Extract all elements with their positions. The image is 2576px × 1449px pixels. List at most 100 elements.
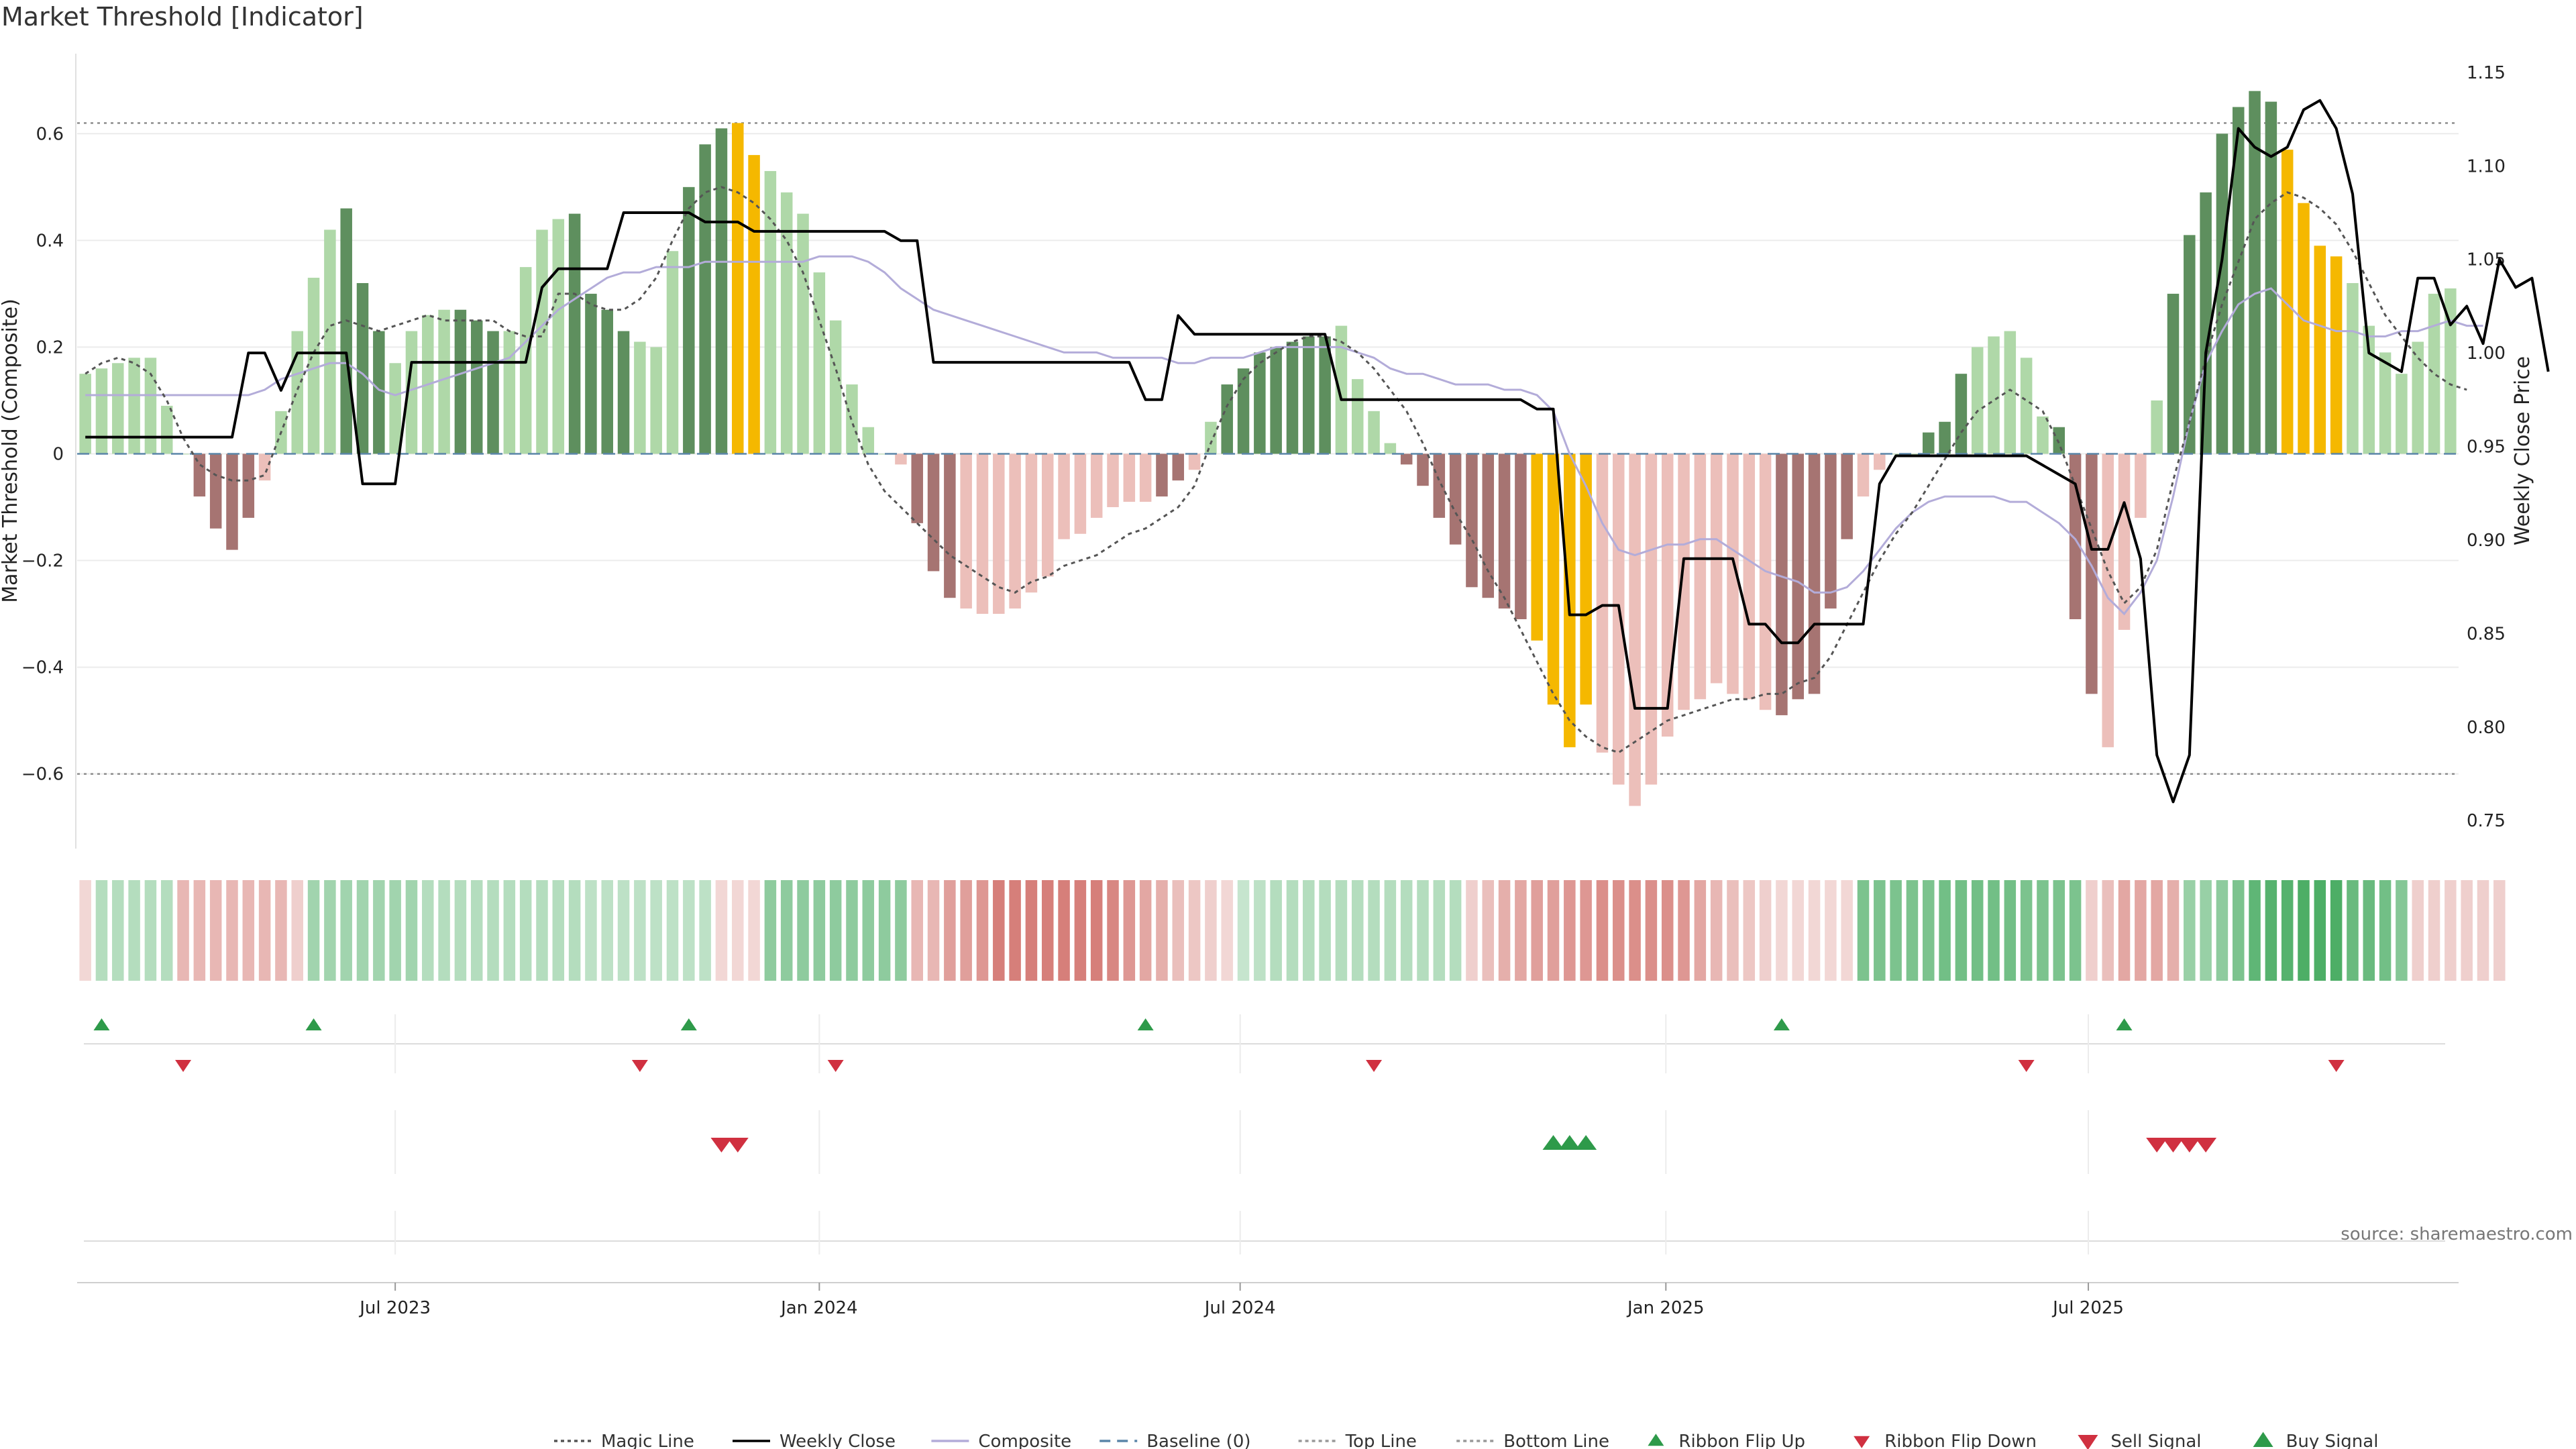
- ribbon-cell: [536, 880, 548, 981]
- legend-label: Bottom Line: [1503, 1432, 1609, 1449]
- composite-bar: [2037, 416, 2049, 454]
- ribbon-cell: [552, 880, 565, 981]
- composite-bar: [2298, 203, 2310, 454]
- composite-bar: [536, 229, 548, 454]
- ribbon-flip-up-marker: [1137, 1018, 1154, 1030]
- composite-bar: [160, 405, 173, 454]
- composite-bar: [1107, 453, 1119, 508]
- ribbon-flip-up-marker: [680, 1018, 697, 1030]
- composite-bar: [1172, 453, 1185, 481]
- ribbon-cell: [813, 880, 826, 981]
- ribbon-cell: [650, 880, 662, 981]
- ribbon-flip-up-marker: [305, 1018, 322, 1030]
- composite-bar: [666, 251, 679, 454]
- composite-bar: [177, 453, 189, 455]
- ribbon-cell: [177, 880, 189, 981]
- ribbon-cell: [780, 880, 793, 981]
- legend-label: Buy Signal: [2286, 1432, 2379, 1449]
- composite-bar: [144, 358, 157, 454]
- legend-swatch-marker: [1648, 1434, 1664, 1446]
- ribbon-flip-up-marker: [2116, 1018, 2133, 1030]
- ribbon-cell: [373, 880, 385, 981]
- ribbon-cell: [927, 880, 940, 981]
- weekly-close-line: [85, 99, 2550, 804]
- composite-bar: [1955, 374, 1968, 454]
- ribbon-cell: [1156, 880, 1168, 981]
- ribbon-cell: [2461, 880, 2473, 981]
- composite-bar: [1090, 453, 1103, 518]
- ribbon-cell: [2232, 880, 2245, 981]
- ribbon-cell: [1515, 880, 1527, 981]
- ribbon-cell: [895, 880, 907, 981]
- ribbon-cell: [585, 880, 597, 981]
- composite-bar: [2184, 235, 2196, 454]
- composite-bar: [2020, 358, 2033, 454]
- ribbon-flip-up-marker: [1773, 1018, 1790, 1030]
- y-tick-label: 0: [52, 444, 64, 464]
- ribbon-cell: [1629, 880, 1641, 981]
- ribbon-cell: [2020, 880, 2033, 981]
- composite-bar: [503, 331, 516, 454]
- composite-bar: [1678, 453, 1690, 710]
- composite-bar: [226, 453, 238, 550]
- ribbon-cell: [2445, 880, 2457, 981]
- ribbon-cell: [1041, 880, 1054, 981]
- ribbon-cell: [291, 880, 304, 981]
- composite-bar: [1400, 453, 1413, 465]
- ribbon-cell: [1971, 880, 1984, 981]
- composite-bar: [1694, 453, 1707, 700]
- legend-label: Ribbon Flip Down: [1884, 1432, 2037, 1449]
- composite-bar: [2232, 107, 2245, 454]
- ribbon-cell: [960, 880, 972, 981]
- sell-signal-marker: [2162, 1138, 2184, 1152]
- composite-bar: [1009, 453, 1021, 609]
- ribbon-cell: [2086, 880, 2098, 981]
- signal-panel: [84, 1135, 2445, 1242]
- ribbon-cell: [487, 880, 499, 981]
- ribbon-flip-down-marker: [827, 1060, 844, 1072]
- composite-bar: [2379, 352, 2392, 454]
- composite-bar: [1531, 453, 1543, 641]
- ribbon-cell: [470, 880, 483, 981]
- composite-bar: [2445, 288, 2457, 454]
- composite-bar: [878, 453, 891, 455]
- legend-item: Weekly Close: [733, 1432, 896, 1449]
- y-tick-label: −0.4: [21, 658, 64, 678]
- ribbon-cell: [2053, 880, 2065, 981]
- ribbon-cell: [2363, 880, 2375, 981]
- composite-line: [85, 255, 2483, 616]
- ribbon-cell: [2347, 880, 2359, 981]
- y-tick-label: −0.6: [21, 765, 64, 785]
- composite-bar: [797, 213, 809, 454]
- buy-signal-marker: [1558, 1135, 1580, 1150]
- chart-title: Market Threshold [Indicator]: [1, 2, 364, 32]
- ribbon-cell: [1384, 880, 1397, 981]
- ribbon-flip-down-marker: [631, 1060, 648, 1072]
- composite-bar: [1433, 453, 1446, 518]
- ribbon-cell: [829, 880, 842, 981]
- composite-bar: [209, 453, 222, 529]
- ribbon-cell: [878, 880, 891, 981]
- composite-bar: [927, 453, 940, 572]
- ribbon-cell: [1237, 880, 1250, 981]
- ribbon-cell: [699, 880, 711, 981]
- ribbon-cell: [1547, 880, 1560, 981]
- ribbon-cell: [389, 880, 401, 981]
- composite-bar: [1857, 453, 1870, 497]
- ribbon-cell: [1319, 880, 1331, 981]
- composite-bar: [960, 453, 972, 609]
- composite-bar: [1890, 453, 1902, 455]
- ribbon-cell: [193, 880, 206, 981]
- ribbon-cell: [112, 880, 124, 981]
- ribbon-cell: [2281, 880, 2294, 981]
- ribbon-cell: [1727, 880, 1739, 981]
- ribbon-cell: [1303, 880, 1315, 981]
- composite-bar: [650, 347, 662, 454]
- composite-bar: [2118, 453, 2131, 630]
- ribbon-cell: [1988, 880, 2000, 981]
- ribbon-cell: [2379, 880, 2392, 981]
- ribbon-panel: [79, 880, 2506, 981]
- sell-signal-marker: [2178, 1138, 2200, 1152]
- ribbon-cell: [683, 880, 695, 981]
- ribbon-cell: [1874, 880, 1886, 981]
